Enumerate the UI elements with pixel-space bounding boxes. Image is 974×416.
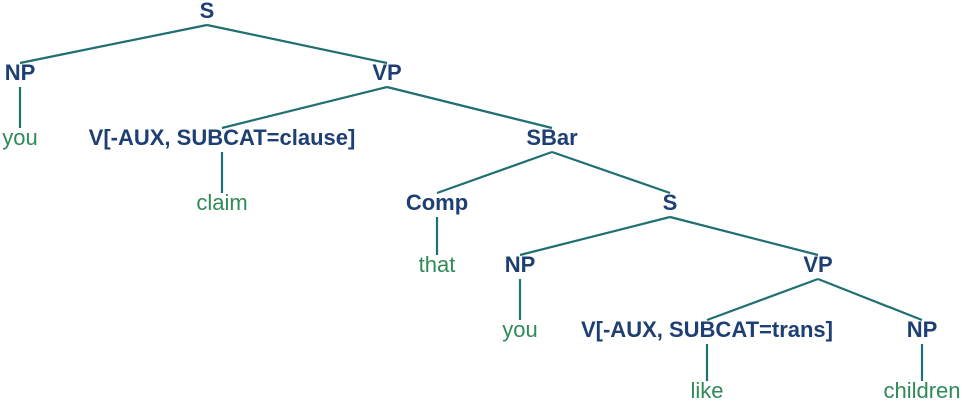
tree-edge-s1-vp1 bbox=[206, 23, 388, 65]
category-node-sbar: SBar bbox=[526, 125, 578, 150]
tree-edge-vp1-v1 bbox=[221, 85, 388, 130]
word-node-like: like bbox=[690, 378, 723, 403]
category-node-comp: Comp bbox=[406, 190, 468, 215]
tree-edge-vp1-sbar bbox=[386, 85, 553, 130]
tree-labels: S NP VP you V[-AUX, SUBCAT=clause] SBar claim C… bbox=[2, 0, 960, 403]
category-node-np1: NP bbox=[5, 60, 36, 85]
tree-edge-s2-np2 bbox=[519, 215, 671, 257]
category-node-v1: V[-AUX, SUBCAT=clause] bbox=[89, 125, 356, 150]
tree-edge-sbar-s2 bbox=[551, 150, 671, 195]
word-node-children: children bbox=[883, 378, 960, 403]
tree-edge-vp2-np3 bbox=[817, 277, 923, 322]
category-node-v2: V[-AUX, SUBCAT=trans] bbox=[581, 317, 833, 342]
category-node-s1: S bbox=[200, 0, 215, 23]
word-node-claim: claim bbox=[196, 190, 247, 215]
tree-edge-sbar-comp bbox=[436, 150, 553, 195]
category-node-np3: NP bbox=[907, 317, 938, 342]
tree-edge-vp2-v2 bbox=[706, 277, 819, 322]
category-node-vp1: VP bbox=[372, 60, 401, 85]
category-node-s2: S bbox=[663, 190, 678, 215]
category-node-vp2: VP bbox=[803, 252, 832, 277]
tree-edge-s1-np1 bbox=[19, 23, 208, 65]
word-node-you2: you bbox=[502, 317, 537, 342]
word-node-that: that bbox=[419, 252, 456, 277]
word-node-you1: you bbox=[2, 125, 37, 150]
tree-edges bbox=[18, 23, 924, 381]
category-node-np2: NP bbox=[505, 252, 536, 277]
tree-edge-s2-vp2 bbox=[669, 215, 819, 257]
